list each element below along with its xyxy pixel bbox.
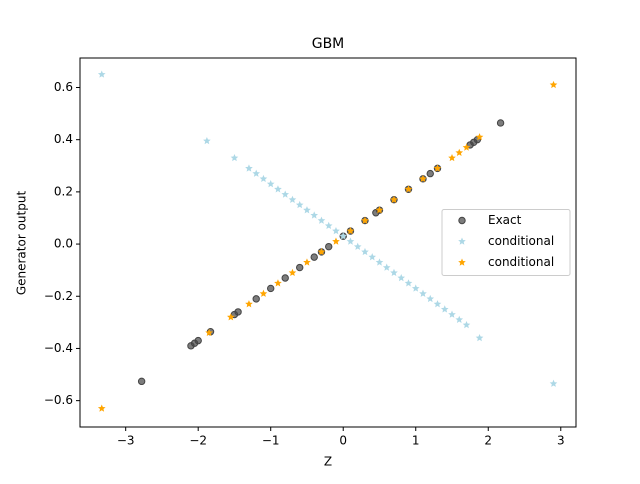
point <box>230 153 239 162</box>
point <box>433 164 442 172</box>
point <box>346 227 355 235</box>
legend-box <box>441 209 571 276</box>
point <box>361 216 369 224</box>
point <box>419 174 427 183</box>
point <box>267 284 275 293</box>
point <box>317 216 326 224</box>
point <box>324 221 333 230</box>
y-tick-label: −0.2 <box>44 289 73 303</box>
point <box>382 263 391 271</box>
point <box>288 268 297 277</box>
point <box>295 200 304 209</box>
point <box>296 263 304 272</box>
point <box>97 70 106 78</box>
point <box>404 279 413 287</box>
point <box>203 136 211 145</box>
point <box>375 206 384 214</box>
point <box>475 133 484 141</box>
point <box>397 273 406 282</box>
y-axis-label: Generator output <box>15 191 29 296</box>
x-tick-label: 0 <box>339 434 347 448</box>
point <box>475 334 484 342</box>
point <box>462 143 471 151</box>
point <box>252 295 260 303</box>
point <box>361 247 369 256</box>
point <box>274 279 282 287</box>
y-tick-label: 0.0 <box>54 237 73 251</box>
x-tick-label: −2 <box>189 434 207 448</box>
point <box>281 274 289 282</box>
point <box>303 206 311 214</box>
point <box>353 242 362 250</box>
point <box>426 294 435 303</box>
point <box>245 300 253 308</box>
x-tick-label: 3 <box>557 434 565 448</box>
point <box>455 148 464 156</box>
plot-frame <box>79 57 577 428</box>
y-tick-label: 0.2 <box>54 184 73 198</box>
x-tick-label: −1 <box>262 434 280 448</box>
point <box>390 268 398 277</box>
legend-marker <box>458 258 466 266</box>
point <box>325 242 333 251</box>
point <box>390 195 398 203</box>
legend-label: conditional <box>488 255 554 269</box>
x-tick-label: 1 <box>412 434 420 448</box>
legend-marker <box>458 237 466 245</box>
point <box>281 190 290 198</box>
point <box>448 153 456 162</box>
point <box>426 169 434 178</box>
point <box>339 232 348 240</box>
legend-label: Exact <box>488 213 522 227</box>
point <box>137 377 146 386</box>
point <box>259 289 268 297</box>
point <box>303 258 311 266</box>
point <box>97 404 106 412</box>
point <box>368 253 377 261</box>
point <box>252 169 261 177</box>
point <box>194 336 202 345</box>
point <box>234 308 242 316</box>
point <box>496 119 505 127</box>
point <box>310 253 318 261</box>
point <box>455 315 464 323</box>
point <box>411 284 420 292</box>
y-tick-label: −0.6 <box>44 393 73 407</box>
x-tick-label: 2 <box>484 434 492 448</box>
point <box>404 185 413 193</box>
point <box>245 164 253 172</box>
point <box>419 289 427 297</box>
point <box>462 320 471 329</box>
point <box>549 379 558 387</box>
point <box>332 237 340 245</box>
legend-marker <box>458 216 466 225</box>
point <box>205 328 213 337</box>
x-tick-label: −3 <box>117 434 135 448</box>
point <box>448 310 456 318</box>
point <box>317 247 326 256</box>
y-tick-label: 0.6 <box>54 80 73 94</box>
point <box>266 180 275 188</box>
point <box>440 305 449 313</box>
point <box>227 313 235 321</box>
point <box>549 80 558 89</box>
point <box>259 174 268 183</box>
y-tick-label: −0.4 <box>44 341 73 355</box>
point <box>375 258 384 266</box>
chart-title: GBM <box>312 36 345 52</box>
point <box>346 237 355 245</box>
point <box>288 195 297 203</box>
y-tick-label: 0.4 <box>54 132 73 146</box>
point <box>274 185 282 193</box>
point <box>332 227 340 235</box>
point <box>310 211 319 219</box>
point <box>433 300 442 308</box>
x-axis-label: Z <box>324 455 332 469</box>
legend-label: conditional <box>488 234 554 248</box>
